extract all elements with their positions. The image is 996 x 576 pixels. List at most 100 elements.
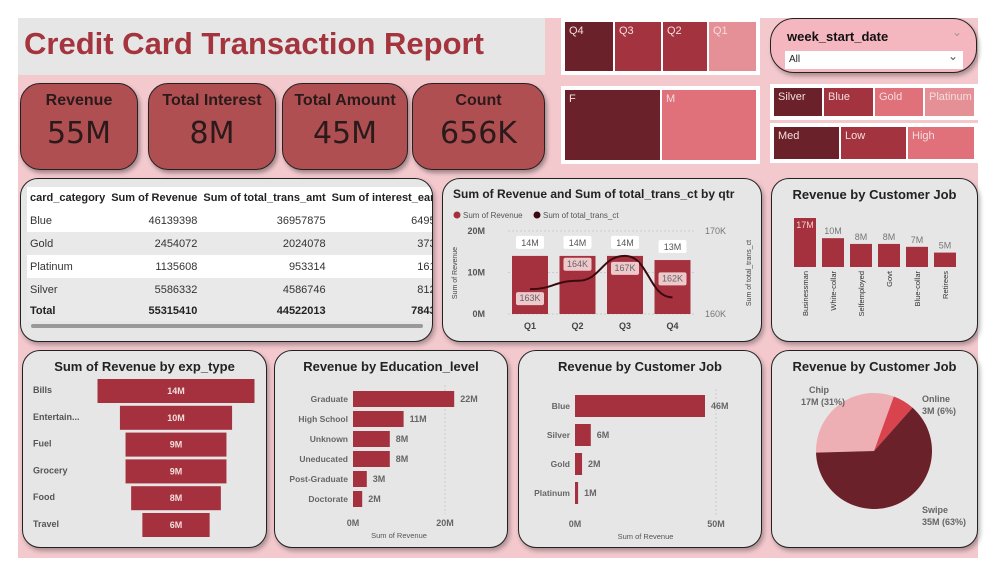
treemap-tile-q4[interactable]: Q4 <box>564 21 614 72</box>
category-label: Doctorate <box>308 494 348 504</box>
income-treemap: Med Low High <box>770 123 978 163</box>
treemap-tile-silver[interactable]: Silver <box>773 87 823 117</box>
chevron-down-icon: ⌄ <box>947 49 958 63</box>
bar <box>353 451 390 467</box>
category-label: Travel <box>33 519 59 529</box>
treemap-tile-blue[interactable]: Blue <box>823 87 874 117</box>
category-label: Fuel <box>33 439 52 449</box>
kpi-total-interest: Total Interest 8M <box>148 83 276 170</box>
revenue-data-label: 14M <box>521 238 539 248</box>
table-row: Blue46139398369578756495888 <box>27 209 432 232</box>
treemap-tile-q3[interactable]: Q3 <box>614 21 662 72</box>
gender-treemap: F M <box>561 86 760 164</box>
x-tick-label: Govt <box>885 270 894 287</box>
job-bar <box>822 238 844 267</box>
x-tick-label: White-collar <box>829 271 838 311</box>
y2-tick-label: 170K <box>705 226 726 236</box>
legend-marker <box>533 211 541 219</box>
data-label: 46M <box>711 401 729 411</box>
pie-category-label: Chip <box>809 385 829 395</box>
treemap-tile-gold[interactable]: Gold <box>874 87 924 117</box>
slicer-label: week_start_date <box>787 29 889 44</box>
chart-title: Sum of Revenue and Sum of total_trans_ct… <box>453 187 735 201</box>
category-label: Entertain... <box>33 412 80 422</box>
table-cell: 36957875 <box>200 209 329 232</box>
data-label-bg <box>563 257 592 271</box>
pie-value-label: 17M (31%) <box>801 397 845 407</box>
treemap-tile-high[interactable]: High <box>907 126 975 160</box>
data-label-bg <box>516 235 544 249</box>
y-tick-label: 10M <box>467 268 485 278</box>
kpi-total-amount: Total Amount 45M <box>282 83 408 170</box>
card-category-table: card_category Sum of Revenue Sum of tota… <box>20 178 433 342</box>
x-tick-label: 20M <box>436 518 454 528</box>
table-cell: 55315410 <box>108 301 201 321</box>
card-category-treemap: Silver Blue Gold Platinum <box>770 84 978 120</box>
revenue-bar <box>654 260 691 314</box>
data-label: 9M <box>170 466 183 476</box>
category-label: Platinum <box>534 488 570 498</box>
data-label: 3M <box>373 474 386 484</box>
treemap-tile-platinum[interactable]: Platinum <box>924 87 975 117</box>
slicer-dropdown[interactable]: All ⌄ <box>785 49 963 69</box>
bar <box>353 471 367 487</box>
data-label: 8M <box>170 493 183 503</box>
kpi-value: 8M <box>189 116 235 151</box>
column-header[interactable]: Sum of total_trans_amt <box>200 187 329 209</box>
table-row: Gold24540722024078373784 <box>27 232 432 255</box>
week-start-date-slicer: week_start_date ⌄ All ⌄ <box>770 18 977 73</box>
revenue-by-chip-pie-chart: Revenue by Customer Job Chip 17M (31%) Onl… <box>771 350 978 548</box>
title-banner: Credit Card Transaction Report <box>18 18 545 75</box>
chevron-down-icon[interactable]: ⌄ <box>951 25 962 39</box>
table-cell: 44522013 <box>200 301 329 321</box>
x-tick-label: Q2 <box>571 321 583 331</box>
x-tick-label: Businessman <box>801 271 810 316</box>
column-header[interactable]: card_category <box>27 187 109 209</box>
data-label-bg <box>563 235 592 249</box>
data-label: 9M <box>170 440 183 450</box>
funnel-bar <box>97 379 255 403</box>
data-label-bg <box>611 261 639 275</box>
funnel-chart-svg: 14M Bills 10M Entertain... 9M Fuel 9M Grocery 8M… <box>33 379 255 537</box>
treemap-tile-m[interactable]: M <box>661 89 757 161</box>
x-tick-label: Blue-collar <box>913 271 922 307</box>
table-row: Platinum1135608953314161629 <box>27 255 432 278</box>
chart-title: Revenue by Customer Job <box>558 359 722 374</box>
table-cell: 953314 <box>200 255 329 278</box>
trans-ct-data-label: 167K <box>614 263 635 273</box>
revenue-by-exp-type-chart: Sum of Revenue by exp_type 14M Bills 10M En… <box>22 350 267 548</box>
quarter-treemap: Q4 Q3 Q2 Q1 <box>561 18 760 75</box>
kpi-label: Count <box>455 92 502 109</box>
category-label: Unknown <box>310 434 348 444</box>
column-header[interactable]: Sum of interest_earned <box>328 187 432 209</box>
revenue-data-label: 14M <box>616 238 634 248</box>
chart-title: Revenue by Customer Job <box>792 187 957 202</box>
table-cell: 2024078 <box>200 232 329 255</box>
bar <box>575 482 579 504</box>
kpi-label: Total Amount <box>294 92 396 109</box>
treemap-tile-f[interactable]: F <box>564 89 661 161</box>
job-bar <box>794 218 816 267</box>
chart-title: Sum of Revenue by exp_type <box>54 359 235 374</box>
category-label: Uneducated <box>299 454 348 464</box>
education-chart-svg: 22M Graduate 11M High School 8M Unknown 8M Uned… <box>289 385 478 540</box>
page-title: Credit Card Transaction Report <box>24 26 484 61</box>
treemap-tile-low[interactable]: Low <box>840 126 907 160</box>
category-label: Bills <box>33 385 52 395</box>
treemap-tile-q1[interactable]: Q1 <box>708 21 757 72</box>
revenue-by-job-chart: Revenue by Customer Job 17M Businessman 10… <box>771 178 978 342</box>
y2-tick-label: 160K <box>705 309 726 319</box>
data-label: 10M <box>167 413 185 423</box>
pie-value-label: 3M (6%) <box>922 406 956 416</box>
kpi-revenue: Revenue 55M <box>20 83 138 170</box>
horizontal-scrollbar[interactable] <box>31 324 423 328</box>
column-header[interactable]: Sum of Revenue <box>108 187 201 209</box>
data-label: 6M <box>170 520 183 530</box>
job-bar <box>850 243 872 267</box>
bar <box>353 411 404 427</box>
category-label: Graduate <box>311 394 349 404</box>
treemap-tile-q2[interactable]: Q2 <box>662 21 708 72</box>
funnel-bar <box>125 459 227 484</box>
treemap-tile-med[interactable]: Med <box>773 126 840 160</box>
pie-slice-online <box>874 396 913 451</box>
